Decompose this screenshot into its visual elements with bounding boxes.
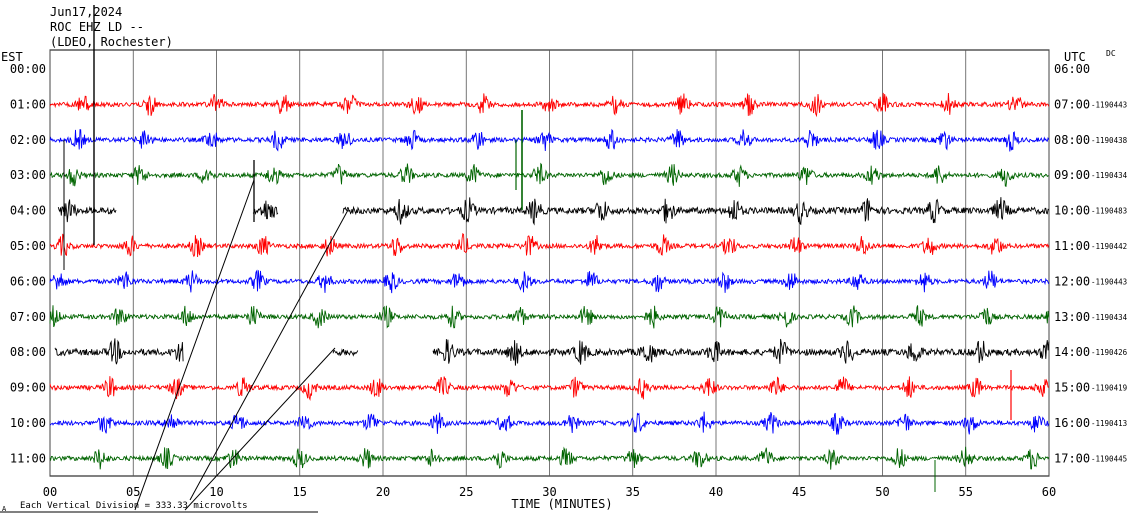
x-axis-label: TIME (MINUTES) bbox=[511, 497, 612, 511]
trace-row bbox=[49, 92, 1050, 118]
right-timezone: UTC bbox=[1064, 50, 1086, 64]
left-time-label: 08:00 bbox=[10, 345, 46, 359]
right-time-label: 07:00 bbox=[1054, 97, 1090, 111]
x-tick-labels: 00 05 10 15 20 25 30 35 40 45 50 55 60 bbox=[43, 485, 1056, 499]
trace-row bbox=[57, 199, 117, 223]
right-count-label: -1190442 bbox=[1091, 242, 1127, 251]
left-time-label: 02:00 bbox=[10, 133, 46, 147]
x-tick-label: 30 bbox=[542, 485, 556, 499]
right-count-label: -1190443 bbox=[1091, 100, 1127, 109]
left-time-label: 00:00 bbox=[10, 62, 46, 76]
trace-row bbox=[332, 348, 359, 357]
x-tick-label: 15 bbox=[293, 485, 307, 499]
right-count-label: -1190443 bbox=[1091, 277, 1127, 286]
trace-row bbox=[54, 338, 184, 365]
x-tick-label: 00 bbox=[43, 485, 57, 499]
right-count-label: -1190434 bbox=[1091, 313, 1128, 322]
right-count-label: -1190426 bbox=[1091, 348, 1128, 357]
network-name: (LDEO, Rochester) bbox=[50, 35, 173, 49]
trace-row bbox=[342, 197, 1049, 226]
right-time-label: 06:00 bbox=[1054, 62, 1090, 76]
x-tick-label: 60 bbox=[1042, 485, 1056, 499]
right-count-label: -1190419 bbox=[1091, 384, 1127, 393]
trace-row bbox=[49, 305, 1050, 329]
event-markers bbox=[63, 5, 1012, 511]
x-tick-label: 20 bbox=[376, 485, 390, 499]
left-time-label: 06:00 bbox=[10, 274, 46, 288]
corner-tag: DC bbox=[1106, 49, 1116, 58]
x-tick-label: 35 bbox=[626, 485, 640, 499]
event-diagonal bbox=[134, 179, 255, 511]
right-time-label: 15:00 bbox=[1054, 381, 1090, 395]
right-count-label: -1190434 bbox=[1091, 171, 1128, 180]
x-tick-label: 55 bbox=[959, 485, 973, 499]
right-time-label: 16:00 bbox=[1054, 416, 1090, 430]
grid-lines bbox=[49, 50, 1050, 476]
event-diagonal bbox=[189, 209, 349, 501]
x-tick-label: 05 bbox=[126, 485, 140, 499]
right-count-label: -1190413 bbox=[1091, 419, 1127, 428]
left-time-labels: 00:00 01:00 02:00 03:00 04:00 05:00 06:00 07:00… bbox=[10, 62, 46, 465]
right-count-label: -1190445 bbox=[1091, 454, 1127, 463]
left-time-label: 04:00 bbox=[10, 204, 46, 218]
right-count-label: -1190438 bbox=[1091, 136, 1128, 145]
right-time-label: 13:00 bbox=[1054, 310, 1090, 324]
trace-row bbox=[432, 338, 1050, 366]
left-time-label: 07:00 bbox=[10, 310, 46, 324]
left-time-label: 09:00 bbox=[10, 381, 46, 395]
left-time-label: 05:00 bbox=[10, 239, 46, 253]
station-id: ROC EHZ LD -- bbox=[50, 20, 144, 34]
trace-row bbox=[49, 376, 1049, 401]
x-tick-label: 40 bbox=[709, 485, 723, 499]
right-time-label: 11:00 bbox=[1054, 239, 1090, 253]
right-time-label: 08:00 bbox=[1054, 133, 1090, 147]
trace-row bbox=[49, 411, 1050, 435]
x-tick-label: 50 bbox=[875, 485, 889, 499]
right-count-label: -1190483 bbox=[1091, 207, 1127, 216]
right-time-label: 09:00 bbox=[1054, 168, 1090, 182]
right-time-label: 14:00 bbox=[1054, 345, 1090, 359]
trace-row bbox=[49, 162, 1049, 187]
footer-mark: A bbox=[2, 505, 7, 513]
left-time-label: 11:00 bbox=[10, 451, 46, 465]
left-time-label: 01:00 bbox=[10, 97, 46, 111]
left-time-label: 03:00 bbox=[10, 168, 46, 182]
x-tick-label: 10 bbox=[209, 485, 223, 499]
left-timezone: EST bbox=[1, 50, 23, 64]
left-time-label: 10:00 bbox=[10, 416, 46, 430]
event-diagonal bbox=[184, 347, 336, 511]
trace-row bbox=[252, 200, 279, 220]
trace-row bbox=[49, 269, 1050, 294]
right-time-label: 12:00 bbox=[1054, 274, 1090, 288]
trace-row bbox=[49, 128, 1050, 152]
x-tick-label: 45 bbox=[792, 485, 806, 499]
scale-note: Each Vertical Division = 333.33 microvol… bbox=[20, 501, 248, 511]
seismic-traces bbox=[49, 92, 1050, 470]
trace-row bbox=[49, 232, 1050, 258]
right-time-label: 10:00 bbox=[1054, 204, 1090, 218]
x-tick-label: 25 bbox=[459, 485, 473, 499]
chart-date: Jun17,2024 bbox=[50, 5, 122, 19]
trace-row bbox=[49, 446, 1050, 470]
right-time-label: 17:00 bbox=[1054, 451, 1090, 465]
